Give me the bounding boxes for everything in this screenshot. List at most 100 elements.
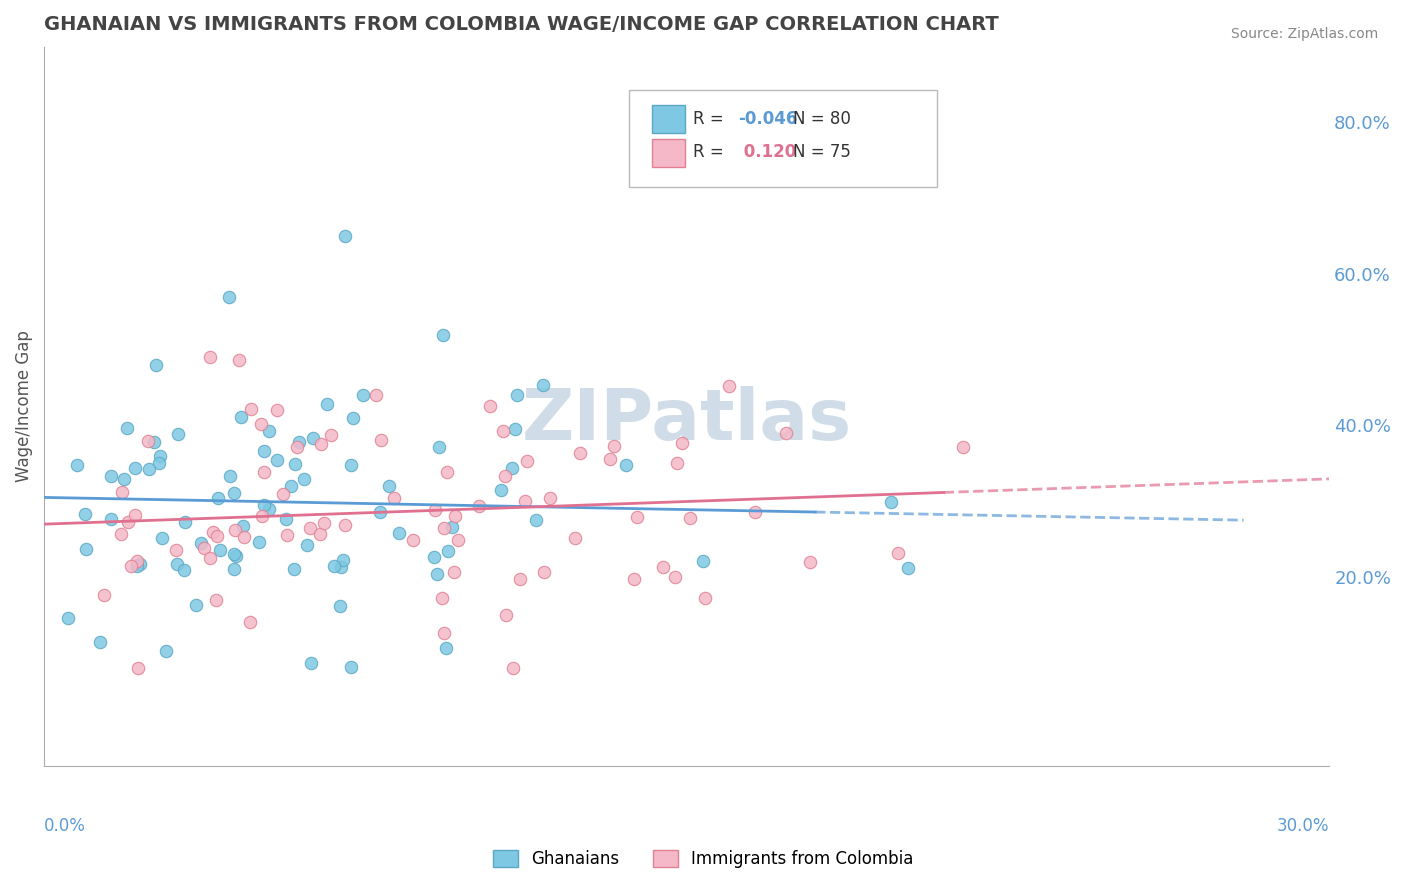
Point bbox=[66, 458, 89, 472]
FancyBboxPatch shape bbox=[652, 139, 685, 167]
Point bbox=[120, 558, 142, 573]
Point bbox=[515, 493, 537, 508]
Point bbox=[75, 507, 97, 521]
Point bbox=[166, 557, 188, 571]
FancyBboxPatch shape bbox=[628, 90, 938, 187]
Point bbox=[744, 505, 766, 519]
Point bbox=[799, 555, 821, 569]
Point bbox=[321, 428, 343, 442]
Point bbox=[138, 461, 160, 475]
Point bbox=[124, 461, 146, 475]
Point bbox=[136, 434, 159, 448]
Point bbox=[352, 388, 374, 402]
Point bbox=[167, 427, 190, 442]
Point bbox=[100, 512, 122, 526]
Text: Source: ZipAtlas.com: Source: ZipAtlas.com bbox=[1230, 27, 1378, 41]
Point bbox=[222, 547, 245, 561]
Point bbox=[665, 456, 688, 470]
Point bbox=[205, 593, 228, 607]
Point bbox=[339, 660, 361, 674]
Point bbox=[224, 523, 246, 537]
Point bbox=[436, 544, 458, 558]
Point bbox=[717, 379, 740, 393]
Text: N = 75: N = 75 bbox=[793, 144, 851, 161]
Point bbox=[232, 530, 254, 544]
Point bbox=[440, 520, 463, 534]
Point bbox=[110, 526, 132, 541]
Text: 0.0%: 0.0% bbox=[44, 817, 86, 835]
Point bbox=[125, 559, 148, 574]
Point bbox=[257, 424, 280, 438]
Text: 30.0%: 30.0% bbox=[1277, 817, 1329, 835]
Point bbox=[897, 561, 920, 575]
Point bbox=[316, 397, 339, 411]
Point bbox=[308, 527, 330, 541]
Point bbox=[468, 499, 491, 513]
Point bbox=[623, 572, 645, 586]
Point bbox=[432, 327, 454, 342]
Point bbox=[93, 588, 115, 602]
Point bbox=[295, 538, 318, 552]
Point bbox=[402, 533, 425, 548]
Text: R =: R = bbox=[693, 110, 730, 128]
Point bbox=[626, 510, 648, 524]
Point bbox=[443, 566, 465, 580]
Point bbox=[501, 460, 523, 475]
FancyBboxPatch shape bbox=[652, 105, 685, 133]
Point bbox=[533, 565, 555, 579]
Point bbox=[222, 562, 245, 576]
Point bbox=[207, 491, 229, 505]
Point bbox=[505, 422, 527, 436]
Point bbox=[75, 542, 97, 557]
Point bbox=[382, 491, 405, 505]
Point bbox=[366, 388, 388, 402]
Point bbox=[516, 454, 538, 468]
Point bbox=[292, 471, 315, 485]
Point bbox=[568, 446, 591, 460]
Point bbox=[125, 554, 148, 568]
Point bbox=[388, 526, 411, 541]
Point bbox=[266, 453, 288, 467]
Point bbox=[115, 421, 138, 435]
Point bbox=[148, 456, 170, 470]
Text: 0.120: 0.120 bbox=[738, 144, 796, 161]
Point bbox=[145, 358, 167, 372]
Y-axis label: Wage/Income Gap: Wage/Income Gap bbox=[15, 331, 32, 483]
Point bbox=[423, 549, 446, 564]
Point bbox=[564, 531, 586, 545]
Point bbox=[247, 534, 270, 549]
Legend: Ghanaians, Immigrants from Colombia: Ghanaians, Immigrants from Colombia bbox=[486, 843, 920, 875]
Point bbox=[89, 635, 111, 649]
Point bbox=[671, 436, 693, 450]
Point bbox=[186, 598, 208, 612]
Point bbox=[342, 411, 364, 425]
Point bbox=[330, 559, 353, 574]
Point bbox=[329, 599, 352, 614]
Point bbox=[110, 485, 132, 500]
Point bbox=[332, 553, 354, 567]
Point bbox=[257, 502, 280, 516]
Point bbox=[678, 510, 700, 524]
Point bbox=[426, 567, 449, 582]
Text: -0.046: -0.046 bbox=[738, 110, 797, 128]
Point bbox=[274, 512, 297, 526]
Point bbox=[775, 425, 797, 440]
Point bbox=[142, 435, 165, 450]
Point bbox=[190, 535, 212, 549]
Point bbox=[271, 487, 294, 501]
Point bbox=[229, 409, 252, 424]
Point bbox=[614, 458, 637, 473]
Point bbox=[333, 518, 356, 533]
Point bbox=[887, 546, 910, 560]
Point bbox=[495, 607, 517, 622]
Point bbox=[150, 531, 173, 545]
Point bbox=[218, 468, 240, 483]
Point bbox=[280, 478, 302, 492]
Point bbox=[225, 549, 247, 563]
Point bbox=[250, 509, 273, 524]
Point bbox=[173, 563, 195, 577]
Point bbox=[952, 440, 974, 454]
Point bbox=[117, 515, 139, 529]
Point bbox=[538, 491, 561, 505]
Point bbox=[283, 562, 305, 576]
